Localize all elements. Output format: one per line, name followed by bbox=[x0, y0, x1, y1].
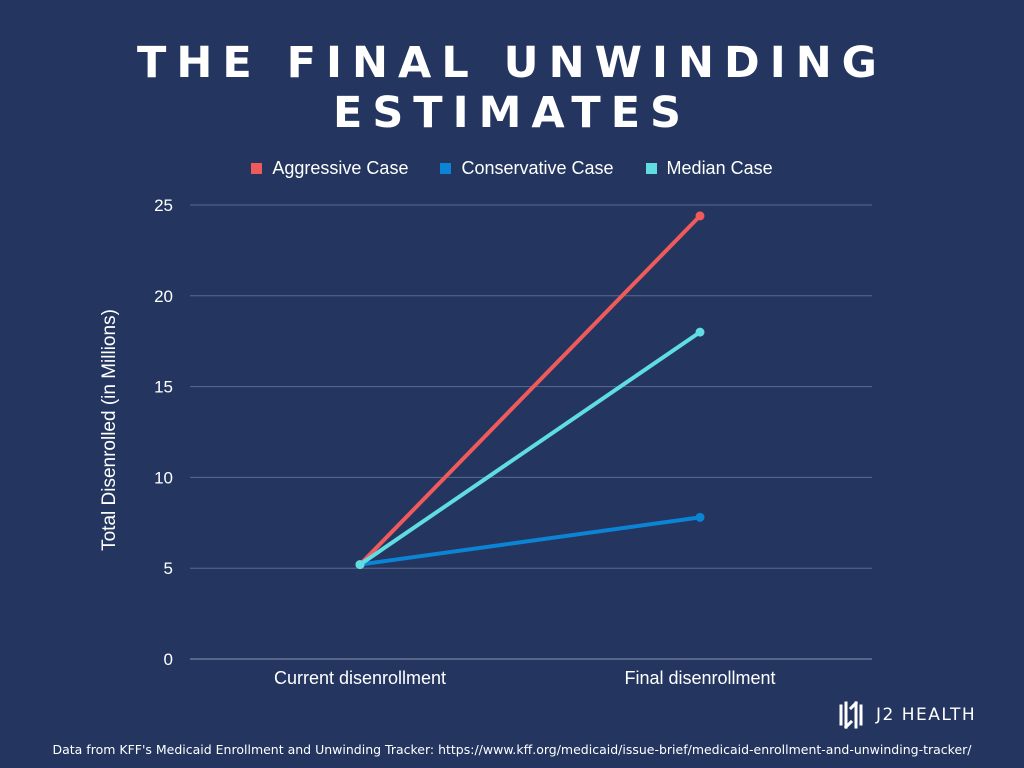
series-line-median-case bbox=[358, 330, 702, 567]
legend-swatch-aggressive bbox=[251, 163, 263, 174]
legend-label-median: Median Case bbox=[666, 158, 773, 178]
brand-name: J2 HEALTH bbox=[876, 705, 977, 725]
y-tick-label-5: 5 bbox=[164, 559, 173, 578]
data-point-median-case-2 bbox=[695, 327, 705, 337]
x-tick-label-2: Final disenrollment bbox=[624, 668, 775, 688]
series-line-aggressive-case bbox=[358, 213, 702, 567]
data-point-conservative-case-2 bbox=[695, 512, 705, 522]
y-tick-label-10: 10 bbox=[154, 468, 173, 487]
legend-swatch-conservative bbox=[440, 163, 452, 174]
y-tick-label-15: 15 bbox=[154, 378, 173, 397]
y-tick-label-20: 20 bbox=[154, 287, 173, 306]
legend-label-aggressive: Aggressive Case bbox=[272, 158, 409, 178]
y-axis-label: Total Disenrolled (in Millions) bbox=[99, 309, 120, 551]
legend-swatch-median bbox=[645, 163, 657, 174]
data-point-aggressive-case-2 bbox=[695, 211, 705, 221]
source-footnote: Data from KFF's Medicaid Enrollment and … bbox=[52, 742, 972, 757]
x-tick-label-1: Current disenrollment bbox=[274, 668, 446, 688]
brand: J2 HEALTH bbox=[838, 700, 976, 730]
legend-item-aggressive: Aggressive Case bbox=[251, 158, 408, 179]
y-tick-label-0: 0 bbox=[164, 650, 173, 669]
legend-label-conservative: Conservative Case bbox=[461, 158, 614, 178]
legend-item-median: Median Case bbox=[645, 158, 773, 179]
series-line-conservative-case bbox=[358, 515, 702, 567]
chart-title: THE FINAL UNWINDING ESTIMATES bbox=[137, 38, 887, 138]
j2-logo-icon bbox=[839, 700, 863, 730]
chart-legend: Aggressive Case Conservative Case Median… bbox=[0, 158, 1024, 179]
legend-item-conservative: Conservative Case bbox=[440, 158, 614, 179]
data-point-median-case-1 bbox=[355, 560, 365, 570]
y-tick-label-25: 25 bbox=[154, 196, 173, 215]
